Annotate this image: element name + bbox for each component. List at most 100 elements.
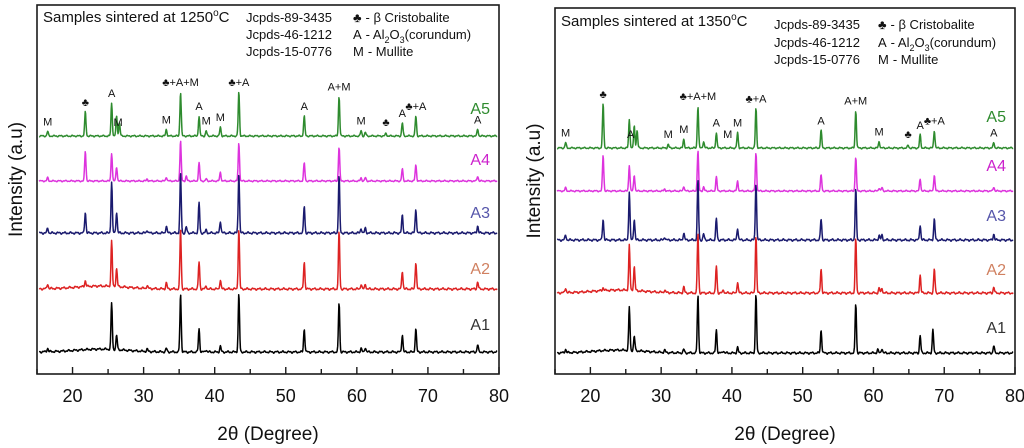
legend-reference: Jcpds-46-1212 <box>774 35 860 50</box>
legend-reference: Jcpds-15-0776 <box>246 44 332 59</box>
peak-annotation: A+M <box>844 96 867 108</box>
peak-annotation: A <box>817 115 825 127</box>
peak-annotation: A <box>627 129 635 141</box>
peak-annotation: ♣ <box>82 97 89 109</box>
peak-annotation: A <box>713 118 721 130</box>
legend-reference: Jcpds-89-3435 <box>246 10 332 25</box>
peak-annotation: A <box>301 101 309 113</box>
legend-phase: M - Mullite <box>878 52 938 67</box>
peak-annotation: ♣+A+M <box>162 77 199 89</box>
legend-reference: Jcpds-89-3435 <box>774 17 860 32</box>
peak-annotation: M <box>162 114 171 126</box>
peak-annotation: M <box>113 117 122 129</box>
legend-subscript: 3 <box>925 43 930 53</box>
legend-subscript: 2 <box>909 43 914 53</box>
peak-annotation: A <box>108 88 116 100</box>
peak-annotation: A <box>195 101 203 113</box>
legend-phase: A - Al2O3(corundum) <box>878 35 996 53</box>
series-label: A2 <box>986 262 1006 279</box>
x-tick-label: 80 <box>1005 386 1024 406</box>
series-label: A2 <box>470 261 490 278</box>
series-label: A5 <box>470 101 490 118</box>
trace-a4 <box>38 140 498 183</box>
trace-a3 <box>38 172 498 235</box>
series-label: A5 <box>986 109 1006 126</box>
legend-text: - Al <box>891 35 910 50</box>
series-label: A4 <box>986 158 1006 175</box>
legend-subscript: 2 <box>384 35 389 45</box>
title-text: Samples sintered at 1350 <box>561 13 731 30</box>
chart-title: Samples sintered at 1350oC <box>561 12 748 30</box>
x-tick-label: 30 <box>134 386 154 406</box>
peak-annotation: M <box>664 129 673 141</box>
peak-annotation: ♣+A <box>405 101 427 113</box>
legend-text: (corundum) <box>930 35 996 50</box>
legend-symbol: A <box>353 27 362 42</box>
legend-text: O <box>914 35 924 50</box>
peak-annotation: A <box>916 120 924 132</box>
peak-annotation: M <box>723 129 732 141</box>
legend-phase: ♣ - β Cristobalite <box>353 10 450 25</box>
series-label: A3 <box>986 208 1006 225</box>
x-tick-label: 20 <box>63 386 83 406</box>
peak-annotation: M <box>679 124 688 136</box>
x-tick-label: 40 <box>205 386 225 406</box>
series-label: A4 <box>470 152 490 169</box>
series-label: A1 <box>470 317 490 334</box>
peak-annotation: ♣+A+M <box>680 91 717 103</box>
chart-title: Samples sintered at 1250oC <box>43 8 230 26</box>
legend-text: - Mullite <box>893 52 939 67</box>
x-tick-label: 80 <box>489 386 509 406</box>
legend-text: - β Cristobalite <box>891 17 975 32</box>
legend-text: (corundum) <box>405 27 471 42</box>
x-axis-label: 2θ (Degree) <box>734 424 835 445</box>
legend-text: O <box>389 27 399 42</box>
x-tick-label: 70 <box>934 386 954 406</box>
peak-annotation: A <box>474 114 482 126</box>
y-axis-label: Intensity (a.u) <box>6 122 27 237</box>
x-tick-label: 60 <box>347 386 367 406</box>
legend-symbol: M <box>878 52 889 67</box>
peak-annotation: A <box>990 128 998 140</box>
x-tick-label: 50 <box>276 386 296 406</box>
peak-annotation: ♣ <box>382 117 389 129</box>
legend-reference: Jcpds-46-1212 <box>246 27 332 42</box>
series-label: A1 <box>986 320 1006 337</box>
trace-a5 <box>38 91 498 138</box>
trace-a3 <box>556 179 1014 242</box>
legend-phase: ♣ - β Cristobalite <box>878 17 975 32</box>
panel-1250c: 20 30 40 50 60 70 80 2θ (Degree) Intensity (a.u)… <box>6 4 509 445</box>
legend-phase: M - Mullite <box>353 44 413 59</box>
legend-subscript: 3 <box>400 35 405 45</box>
legend-symbol: M <box>353 44 364 59</box>
peak-annotation: ♣ <box>600 89 607 101</box>
legend-reference: Jcpds-15-0776 <box>774 52 860 67</box>
legend-phase: A - Al2O3(corundum) <box>353 27 471 45</box>
trace-a5 <box>556 103 1014 150</box>
peak-annotation: M <box>43 117 52 129</box>
legend-text: - β Cristobalite <box>366 10 450 25</box>
peak-annotation: ♣+A <box>228 77 250 89</box>
peak-annotation: ♣+A <box>924 115 946 127</box>
x-tick-label: 40 <box>722 386 742 406</box>
peak-annotation: M <box>875 126 884 138</box>
legend-symbol: ♣ <box>353 10 362 25</box>
x-tick-label: 20 <box>580 386 600 406</box>
trace-a2 <box>556 233 1014 295</box>
legend-symbol: ♣ <box>878 17 887 32</box>
x-tick-label: 50 <box>793 386 813 406</box>
title-unit: C <box>219 9 230 26</box>
peak-annotation: M <box>357 116 366 128</box>
peak-annotation: M <box>561 128 570 140</box>
x-tick-label: 30 <box>651 386 671 406</box>
peak-annotation: A <box>399 108 407 120</box>
trace-a2 <box>38 229 498 291</box>
title-unit: C <box>737 13 748 30</box>
peak-annotation: M <box>733 118 742 130</box>
peak-annotation: M <box>216 112 225 124</box>
legend-text: - Mullite <box>368 44 414 59</box>
trace-a1 <box>38 294 498 354</box>
x-tick-label: 70 <box>418 386 438 406</box>
peak-annotation: ♣+A <box>745 93 767 105</box>
